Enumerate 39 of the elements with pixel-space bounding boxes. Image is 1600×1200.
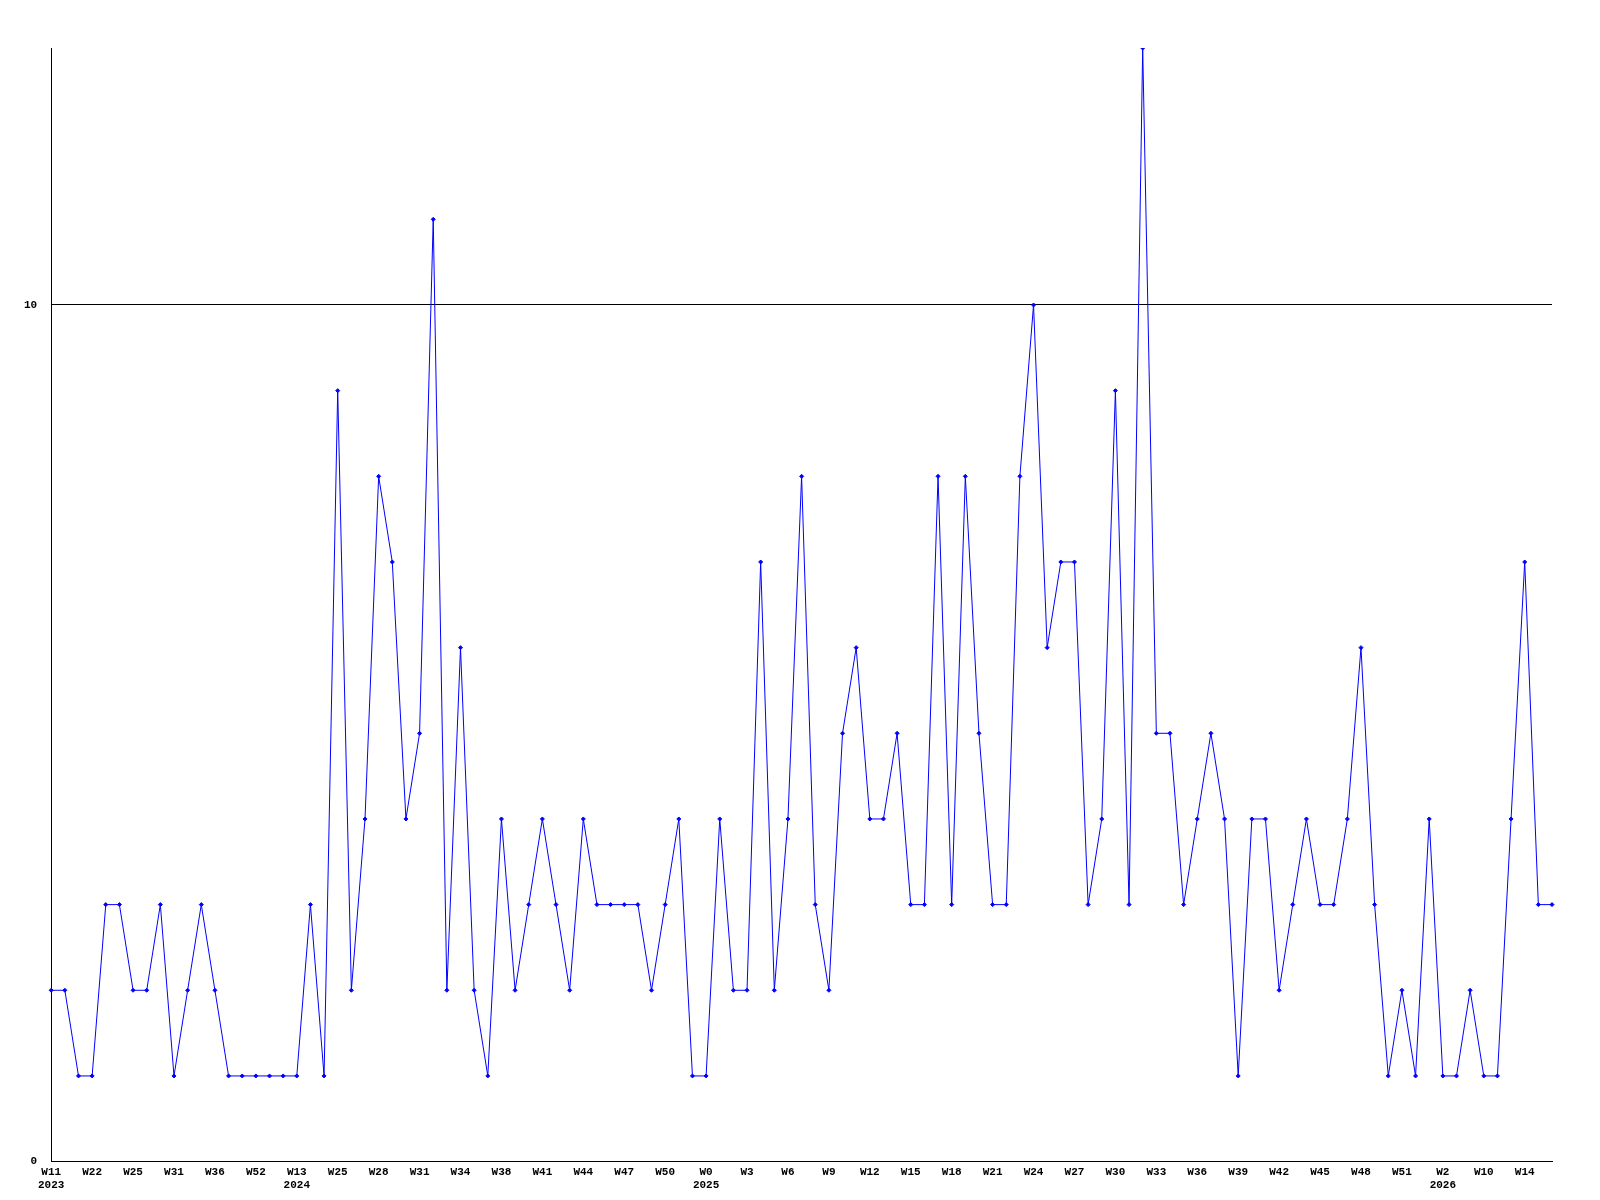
x-tick-label: W51 (1392, 1165, 1413, 1178)
x-tick-label: W3 (740, 1165, 755, 1178)
x-tick-label: W38 (491, 1165, 512, 1178)
x-tick-label: W25 (327, 1165, 349, 1178)
x-tick-label: W10 (1473, 1165, 1494, 1178)
x-tick-label: W31 (164, 1165, 185, 1178)
x-tick-label: W27 (1064, 1165, 1085, 1178)
x-tick-label: W47 (614, 1165, 635, 1178)
x-tick-label: W0 2025 (692, 1165, 720, 1192)
x-tick-label: W14 (1514, 1165, 1536, 1178)
x-tick-label: W30 (1105, 1165, 1126, 1178)
x-tick-label: W21 (982, 1165, 1003, 1178)
x-tick-label: W31 (409, 1165, 430, 1178)
x-tick-label: W52 (245, 1165, 266, 1178)
x-tick-label: W12 (859, 1165, 880, 1178)
x-tick-label: W2 2026 (1429, 1165, 1457, 1192)
x-tick-label: W22 (82, 1165, 103, 1178)
x-tick-label: W33 (1146, 1165, 1167, 1178)
x-tick-label: W24 (1023, 1165, 1044, 1178)
x-tick-label: W9 (822, 1165, 836, 1178)
y-tick-label: 0 (30, 1155, 38, 1168)
x-tick-label: W6 (781, 1165, 795, 1178)
x-tick-label: W36 (1187, 1165, 1208, 1178)
x-tick-label: W15 (900, 1165, 922, 1178)
x-tick-label: W28 (368, 1165, 389, 1178)
x-tick-label: W13 2024 (283, 1165, 311, 1192)
x-tick-label: W18 (941, 1165, 962, 1178)
x-tick-label: W36 (205, 1165, 225, 1178)
x-tick-label: W34 (450, 1165, 471, 1178)
x-tick-label: W41 (532, 1165, 553, 1178)
x-tick-label: W39 (1228, 1165, 1249, 1178)
y-tick-label: 10 (24, 298, 38, 311)
x-tick-label: W42 (1269, 1165, 1290, 1178)
x-tick-label: W50 (655, 1165, 676, 1178)
x-tick-label: W11 2023 (38, 1165, 65, 1192)
x-tick-label: W48 (1351, 1165, 1372, 1178)
x-tick-label: W25 (123, 1165, 144, 1178)
x-tick-label: W45 (1310, 1165, 1331, 1178)
x-tick-label: W44 (573, 1165, 594, 1178)
